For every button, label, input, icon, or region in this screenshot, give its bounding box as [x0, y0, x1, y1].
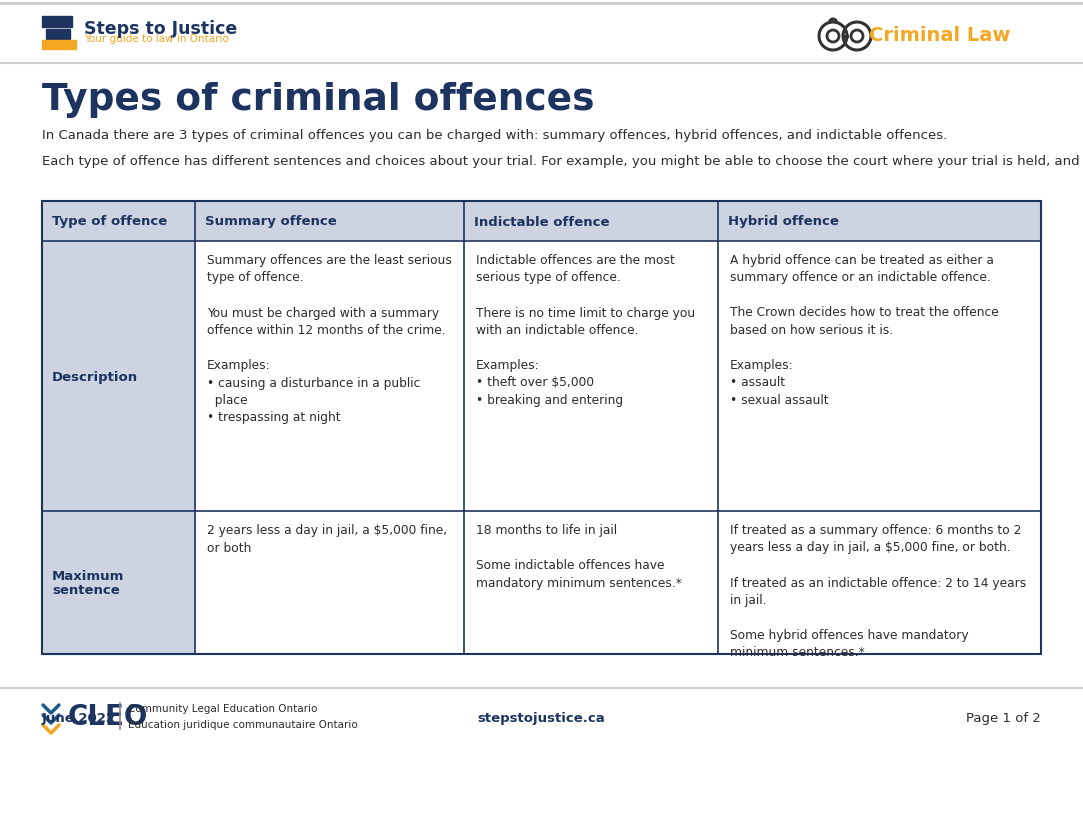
Text: Indictable offences are the most
serious type of offence.

There is no time limi: Indictable offences are the most serious… [477, 253, 695, 406]
Bar [42, 201, 1041, 655]
Bar [42, 242, 195, 512]
Text: Your guide to law in Ontario: Your guide to law in Ontario [84, 34, 229, 44]
Bar [718, 242, 1041, 512]
Text: Description: Description [52, 370, 139, 383]
Bar [718, 512, 1041, 655]
Bar [464, 242, 718, 512]
Text: A hybrid offence can be treated as either a
summary offence or an indictable off: A hybrid offence can be treated as eithe… [730, 253, 999, 406]
Text: 18 months to life in jail

Some indictable offences have
mandatory minimum sente: 18 months to life in jail Some indictabl… [477, 523, 682, 589]
Text: Type of offence: Type of offence [52, 215, 167, 228]
Text: Types of criminal offences: Types of criminal offences [42, 82, 595, 118]
Text: June 2022: June 2022 [42, 711, 116, 725]
Bar [464, 512, 718, 655]
Bar [718, 201, 1041, 242]
Text: If treated as a summary offence: 6 months to 2
years less a day in jail, a $5,00: If treated as a summary offence: 6 month… [730, 523, 1027, 659]
Text: 2 years less a day in jail, a $5,000 fine,
or both: 2 years less a day in jail, a $5,000 fin… [207, 523, 447, 553]
Bar [464, 201, 718, 242]
Text: CLEO: CLEO [68, 702, 148, 730]
Bar [195, 242, 464, 512]
Text: Community Legal Education Ontario: Community Legal Education Ontario [128, 703, 317, 713]
Text: Éducation juridique communautaire Ontario: Éducation juridique communautaire Ontari… [128, 717, 357, 729]
Bar [42, 201, 195, 242]
Bar [45, 30, 70, 40]
Text: Summary offences are the least serious
type of offence.

You must be charged wit: Summary offences are the least serious t… [207, 253, 452, 424]
Text: Summary offence: Summary offence [205, 215, 337, 228]
Text: Steps to Justice: Steps to Justice [84, 20, 237, 38]
Text: Criminal Law: Criminal Law [869, 25, 1010, 44]
Text: Indictable offence: Indictable offence [474, 215, 610, 228]
Text: Hybrid offence: Hybrid offence [728, 215, 839, 228]
Text: In Canada there are 3 types of criminal offences you can be charged with: summar: In Canada there are 3 types of criminal … [42, 129, 948, 142]
Text: Page 1 of 2: Page 1 of 2 [966, 711, 1041, 725]
Bar [42, 41, 76, 50]
Text: Each type of offence has different sentences and choices about your trial. For e: Each type of offence has different sente… [42, 155, 1083, 168]
Bar [195, 512, 464, 655]
Text: Maximum
sentence: Maximum sentence [52, 568, 125, 597]
Bar [42, 17, 71, 28]
Bar [42, 512, 195, 655]
Bar [195, 201, 464, 242]
Text: stepstojustice.ca: stepstojustice.ca [478, 711, 605, 725]
